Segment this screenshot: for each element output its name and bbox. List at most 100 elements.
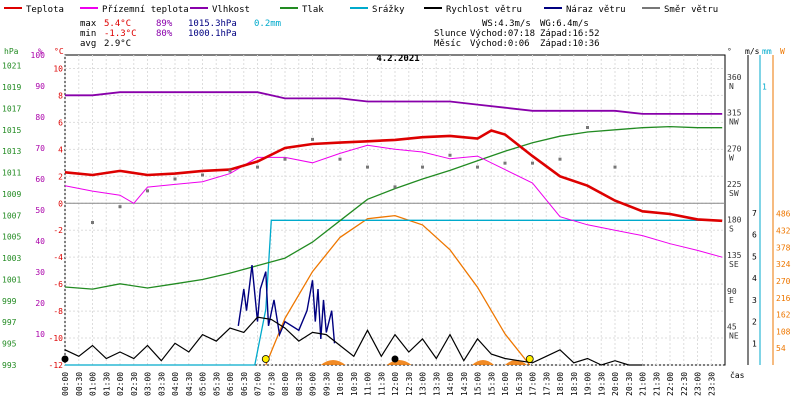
wind-direction-point bbox=[366, 165, 369, 169]
hpa-tick-label: 1015 bbox=[2, 126, 21, 135]
x-tick-label: 03:30 bbox=[157, 372, 166, 396]
stats-min-temp: -1.3°C bbox=[104, 29, 137, 39]
wind-direction-point bbox=[173, 177, 177, 181]
direction-axis-label: ° bbox=[727, 47, 732, 56]
direction-tick-label: 180 bbox=[727, 216, 742, 225]
stats-min-label: min bbox=[80, 29, 96, 39]
x-tick-label: 08:30 bbox=[295, 372, 304, 396]
stats-moon-label: Měsíc bbox=[434, 39, 461, 49]
direction-compass-label: E bbox=[729, 296, 734, 305]
direction-compass-label: N bbox=[729, 82, 734, 91]
x-tick-label: 02:00 bbox=[116, 372, 125, 396]
x-tick-label: 11:00 bbox=[364, 372, 373, 396]
x-tick-label: 20:30 bbox=[625, 372, 634, 396]
wind-direction-point bbox=[228, 169, 232, 173]
series-ground-temp-line bbox=[64, 144, 723, 258]
wind-direction-point bbox=[531, 161, 534, 165]
solar-tick-label: 216 bbox=[776, 294, 791, 303]
humidity-tick-label: 80 bbox=[35, 113, 45, 122]
humidity-tick-label: 40 bbox=[35, 237, 45, 246]
legend-label: Vlhkost bbox=[212, 5, 250, 15]
solar-tick-label: 54 bbox=[776, 344, 786, 353]
hpa-tick-label: 1003 bbox=[2, 254, 21, 263]
legend-label: Náraz větru bbox=[566, 5, 626, 15]
stats-max-label: max bbox=[80, 19, 97, 29]
legend-label: Teplota bbox=[26, 5, 64, 15]
direction-tick-label: 225 bbox=[727, 180, 742, 189]
wind-speed-tick-label: 6 bbox=[752, 231, 757, 240]
x-tick-label: 16:00 bbox=[501, 372, 510, 396]
direction-tick-label: 90 bbox=[727, 287, 737, 296]
direction-compass-label: W bbox=[729, 153, 734, 162]
sun-marker bbox=[261, 355, 270, 363]
x-tick-label: 02:30 bbox=[130, 372, 139, 396]
legend-label: Tlak bbox=[302, 5, 324, 15]
x-tick-label: 12:00 bbox=[391, 372, 400, 396]
x-tick-label: 22:30 bbox=[680, 372, 689, 396]
wind-direction-point bbox=[201, 173, 204, 177]
precip-axis-label: mm bbox=[762, 47, 772, 56]
temperature-axis-label: °C bbox=[54, 47, 64, 56]
stats-sun-set: Západ:16:52 bbox=[540, 29, 600, 39]
direction-compass-label: S bbox=[729, 225, 734, 234]
hpa-tick-label: 1013 bbox=[2, 147, 21, 156]
stats-ws: WS:4.3m/s bbox=[482, 19, 531, 29]
temperature-tick-label: -10 bbox=[49, 334, 64, 343]
x-tick-label: 04:00 bbox=[171, 372, 180, 396]
hpa-tick-label: 1011 bbox=[2, 169, 21, 178]
series-humidity-line bbox=[65, 91, 723, 115]
x-tick-label: 09:00 bbox=[309, 372, 318, 396]
series-gust-line bbox=[237, 265, 336, 344]
stats-max-rain: 0.2mm bbox=[254, 19, 281, 29]
x-tick-label: 16:30 bbox=[515, 372, 524, 396]
x-tick-label: 05:00 bbox=[199, 372, 208, 396]
temperature-tick-label: -8 bbox=[53, 307, 63, 316]
solar-tick-label: 486 bbox=[776, 210, 791, 219]
wind-speed-tick-label: 5 bbox=[752, 252, 757, 261]
x-tick-label: 21:30 bbox=[652, 372, 661, 396]
solar-bump bbox=[472, 360, 494, 365]
x-tick-label: 04:30 bbox=[185, 372, 194, 396]
stats-max-temp: 5.4°C bbox=[104, 19, 131, 29]
wind-direction-point bbox=[421, 165, 424, 169]
stats-max-press: 1015.3hPa bbox=[188, 19, 237, 29]
temperature-tick-label: -4 bbox=[53, 253, 63, 262]
moon-marker bbox=[61, 355, 69, 363]
wind-direction-point bbox=[91, 221, 94, 224]
humidity-tick-label: 10 bbox=[35, 330, 45, 339]
wind-direction-point bbox=[503, 161, 507, 165]
hpa-tick-label: 1017 bbox=[2, 104, 21, 113]
series-pressure-line bbox=[64, 125, 723, 290]
humidity-tick-label: 90 bbox=[35, 82, 45, 91]
solar-tick-label: 108 bbox=[776, 327, 791, 336]
x-tick-label: 07:00 bbox=[254, 372, 263, 396]
wind-speed-tick-label: 2 bbox=[752, 318, 757, 327]
x-tick-label: 23:30 bbox=[707, 372, 716, 396]
humidity-axis-label: % bbox=[38, 47, 43, 56]
wind-speed-tick-label: 4 bbox=[752, 274, 757, 283]
x-tick-label: 05:30 bbox=[212, 372, 221, 396]
x-tick-label: 21:00 bbox=[639, 372, 648, 396]
hpa-tick-label: 995 bbox=[2, 340, 17, 349]
solar-tick-label: 378 bbox=[776, 243, 791, 252]
humidity-tick-label: 60 bbox=[35, 175, 45, 184]
stats-min-press: 1000.1hPa bbox=[188, 29, 237, 39]
stats-min-hum: 80% bbox=[156, 29, 173, 39]
x-tick-label: 23:00 bbox=[694, 372, 703, 396]
wind-speed-axis-label: m/s bbox=[745, 47, 760, 56]
x-tick-label: 07:30 bbox=[267, 372, 276, 396]
x-tick-label: 06:30 bbox=[240, 372, 249, 396]
hpa-axis-label: hPa bbox=[4, 47, 19, 56]
temperature-tick-label: 10 bbox=[53, 64, 63, 73]
x-tick-label: 10:30 bbox=[350, 372, 359, 396]
legend-label: Rychlost větru bbox=[446, 5, 522, 15]
plot-area bbox=[64, 54, 726, 366]
hpa-tick-label: 997 bbox=[2, 318, 17, 327]
legend-label: Směr větru bbox=[664, 5, 718, 15]
legend-label: Přízemní teplota bbox=[102, 5, 189, 15]
x-tick-label: 00:30 bbox=[75, 372, 84, 396]
wind-speed-tick-label: 1 bbox=[752, 339, 757, 348]
solar-bump bbox=[320, 360, 346, 365]
x-tick-label: 15:00 bbox=[474, 372, 483, 396]
